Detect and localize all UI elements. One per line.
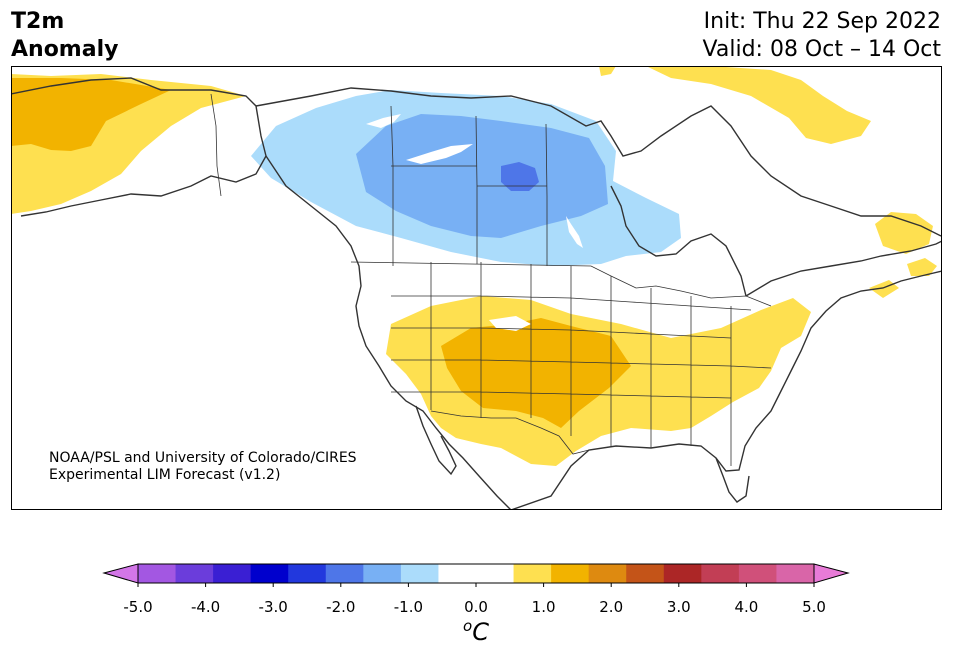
- alaska-border: [210, 93, 222, 197]
- colorbar-tick-label: 5.0: [802, 598, 826, 616]
- anomaly-map: [11, 66, 942, 510]
- colorbar-swatch: [701, 564, 740, 583]
- colorbar-min-arrow: [102, 563, 139, 584]
- colorbar-swatch: [363, 564, 402, 583]
- colorbar-swatches: [138, 564, 815, 583]
- init-date: Init: Thu 22 Sep 2022: [703, 9, 941, 34]
- colorbar-swatch: [213, 564, 252, 583]
- map-frame: [11, 66, 942, 510]
- baja-coast: [415, 405, 457, 476]
- colorbar-swatch: [325, 564, 364, 583]
- unit-celsius: C: [472, 618, 489, 646]
- colorbar-swatch: [250, 564, 289, 583]
- arctic-coast: [255, 87, 942, 237]
- canada-cold-dark: [501, 162, 539, 191]
- colorbar-tick-label: -1.0: [393, 598, 424, 616]
- labrador-warm-yellow: [875, 212, 933, 254]
- coastlines: [11, 77, 942, 510]
- colorbar-tick-label: -4.0: [190, 598, 221, 616]
- us-warm-orange: [441, 318, 631, 428]
- colorbar-swatch: [551, 564, 590, 583]
- florida-coast: [715, 457, 750, 503]
- us-canada-border: [350, 261, 772, 307]
- colorbar-swatch: [738, 564, 777, 583]
- colorbar-swatch: [438, 564, 477, 583]
- colorbar-swatch: [175, 564, 214, 583]
- political-borders: [210, 93, 772, 466]
- hudson-bay-coast: [610, 185, 747, 297]
- colorbar-tick-label: 2.0: [599, 598, 624, 616]
- colorbar-tick-label: -5.0: [123, 598, 153, 616]
- west-coast: [265, 155, 512, 510]
- colorbar-swatch: [476, 564, 515, 583]
- map-title: T2m Anomaly: [11, 8, 118, 64]
- forecast-credit: NOAA/PSL and University of Colorado/CIRE…: [49, 450, 357, 484]
- state-lines: [391, 262, 772, 466]
- colorbar-tick-label: -2.0: [326, 598, 356, 616]
- colorbar-swatch: [513, 564, 552, 583]
- colorbar-swatch: [400, 564, 439, 583]
- greenland-tip-yellow: [599, 66, 616, 76]
- greenland-warm-yellow: [646, 66, 871, 144]
- alaska-coast: [11, 77, 267, 217]
- colorbar: [102, 563, 850, 587]
- us-warm-hole: [489, 316, 531, 331]
- forecast-dates: Init: Thu 22 Sep 2022 Valid: 08 Oct – 14…: [703, 8, 941, 64]
- credit-line-1: NOAA/PSL and University of Colorado/CIRE…: [49, 450, 357, 466]
- east-canada-coast: [745, 240, 942, 297]
- colorbar-swatch: [776, 564, 815, 583]
- colorbar-swatch: [663, 564, 702, 583]
- colorbar-tick-label: 0.0: [464, 598, 488, 616]
- title-line-2: Anomaly: [11, 37, 119, 62]
- lake-winnipeg: [566, 216, 583, 248]
- gulf-coast: [510, 270, 942, 510]
- colorbar-swatch: [288, 564, 327, 583]
- colorbar-swatch: [626, 564, 665, 583]
- credit-line-2: Experimental LIM Forecast (v1.2): [49, 467, 281, 483]
- colorbar-unit: oC: [463, 617, 489, 646]
- colorbar-tick-label: 1.0: [531, 598, 556, 616]
- colorbar-swatch: [588, 564, 627, 583]
- title-line-1: T2m: [11, 9, 65, 34]
- colorbar-tick-label: 4.0: [734, 598, 759, 616]
- newfoundland-warm-yellow: [907, 258, 937, 276]
- alaska-warm-orange: [11, 78, 171, 151]
- great-slave-lake: [406, 144, 473, 164]
- colorbar-tick-label: -3.0: [258, 598, 288, 616]
- us-mexico-border: [430, 410, 590, 455]
- canada-cold-mid: [356, 114, 608, 238]
- colorbar-ticks: [137, 583, 815, 587]
- colorbar-swatch: [138, 564, 177, 583]
- province-lines: [390, 105, 548, 266]
- valid-date: Valid: 08 Oct – 14 Oct: [702, 37, 941, 62]
- unit-degree: o: [463, 617, 473, 635]
- colorbar-max-arrow: [813, 563, 850, 584]
- great-bear-lake: [366, 114, 401, 128]
- colorbar-tick-label: 3.0: [666, 598, 691, 616]
